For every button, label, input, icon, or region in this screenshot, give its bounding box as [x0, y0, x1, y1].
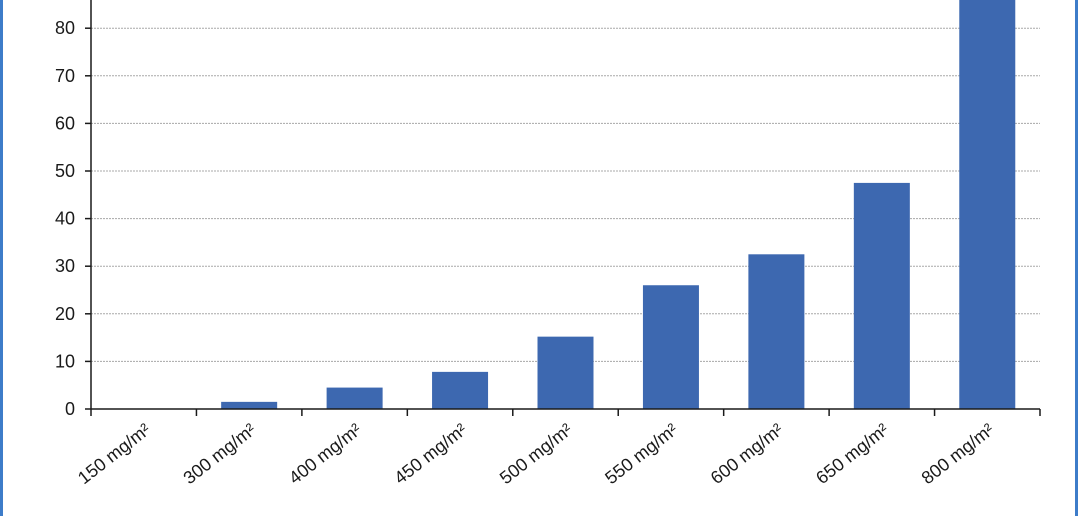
- y-tick-labels: 0 10 20 30 40 50 60 70 80: [55, 18, 75, 419]
- y-tick-label: 70: [55, 66, 75, 86]
- x-tick-label: 300 mg/m²: [180, 419, 260, 488]
- bar: [432, 371, 489, 409]
- x-tick-label: 650 mg/m²: [812, 419, 892, 488]
- x-tick-label: 600 mg/m²: [707, 419, 787, 488]
- bar: [537, 336, 594, 409]
- y-tick-label: 30: [55, 256, 75, 276]
- x-tick-labels: 150 mg/m² 300 mg/m² 400 mg/m² 450 mg/m² 500 …: [74, 419, 998, 488]
- y-tick-label: 20: [55, 304, 75, 324]
- y-tick-label: 80: [55, 18, 75, 38]
- bar: [642, 285, 699, 409]
- bar: [959, 0, 1016, 409]
- x-tick-label: 150 mg/m²: [74, 419, 154, 488]
- bar: [748, 254, 805, 409]
- y-tick-label: 40: [55, 209, 75, 229]
- axes: [85, 0, 1041, 416]
- y-tick-label: 0: [65, 399, 75, 419]
- x-tick-label: 800 mg/m²: [918, 419, 998, 488]
- bar: [853, 182, 910, 409]
- bars: [221, 0, 1016, 409]
- x-tick-label: 450 mg/m²: [390, 419, 470, 488]
- x-tick-label: 500 mg/m²: [496, 419, 576, 488]
- bar: [221, 401, 278, 409]
- bar: [326, 387, 383, 409]
- x-tick-label: 400 mg/m²: [285, 419, 365, 488]
- x-tick-label: 550 mg/m²: [601, 419, 681, 488]
- y-tick-label: 60: [55, 113, 75, 133]
- y-tick-label: 10: [55, 351, 75, 371]
- y-tick-label: 50: [55, 161, 75, 181]
